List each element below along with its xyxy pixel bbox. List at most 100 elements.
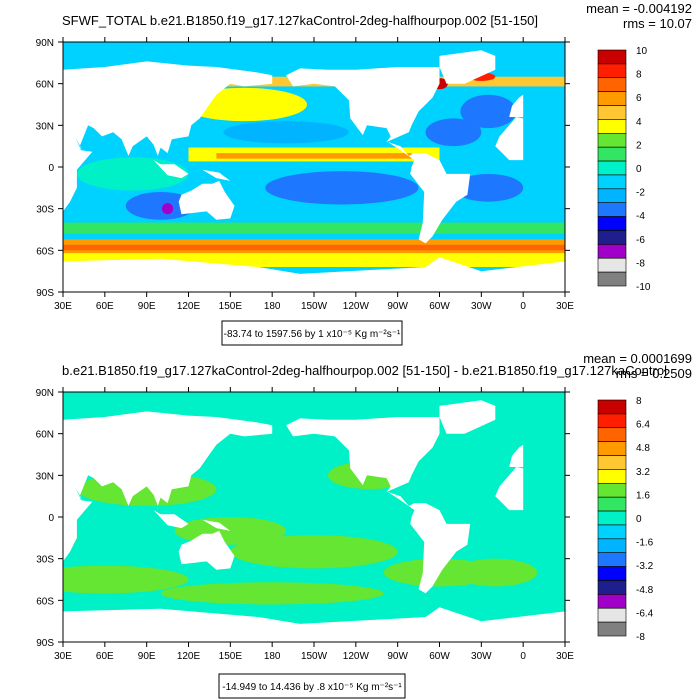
lat-tick-label: 60S	[36, 596, 54, 607]
panel1-info-box: -83.74 to 1597.56 by 1 x10⁻⁵ Kg m⁻²s⁻¹	[221, 320, 403, 346]
lat-tick-label: 30S	[36, 205, 54, 216]
panel1-info-label: -83.74 to 1597.56 by 1 x10⁻⁵ Kg m⁻²s⁻¹	[224, 329, 401, 340]
lat-tick-label: 30S	[36, 555, 54, 566]
panel2-axes: 30E 60E 90E 120E 150E 180 150W 120W 90W 60W 30W 0 30…	[36, 387, 574, 662]
colorbar-swatch	[597, 77, 627, 92]
colorbar-swatch	[597, 510, 627, 526]
lon-tick-label: 30E	[54, 651, 72, 662]
colorbar-swatch	[597, 132, 627, 148]
colorbar-swatch	[597, 399, 627, 415]
panel1-mean: mean = -0.004192	[586, 1, 692, 16]
lon-tick-label: 60E	[96, 301, 114, 312]
colorbar-label: -8	[636, 632, 645, 643]
colorbar-label: -4.8	[636, 585, 654, 596]
lon-tick-label: 0	[520, 651, 526, 662]
panel1-rms: rms = 10.07	[623, 16, 692, 31]
colorbar-swatch	[597, 594, 627, 609]
colorbar-label: 4	[636, 117, 642, 128]
colorbar-swatch	[597, 174, 627, 190]
colorbar-label: 2	[636, 140, 642, 151]
panel1-axes: 30E 60E 90E 120E 150E 180 150W 120W 90W 60W 30W 0 30…	[36, 37, 574, 312]
colorbar-label: 0	[636, 164, 642, 175]
colorbar-label: 3.2	[636, 467, 650, 478]
colorbar-swatch	[597, 119, 627, 134]
colorbar-label: 8	[636, 396, 642, 407]
colorbar-label: -8	[636, 258, 645, 269]
lon-tick-label: 90W	[387, 301, 408, 312]
lon-tick-label: 60E	[96, 651, 114, 662]
colorbar-swatch	[597, 524, 627, 540]
lat-tick-label: 90N	[36, 38, 54, 49]
colorbar-swatch	[597, 188, 627, 204]
colorbar-label: -1.6	[636, 538, 654, 549]
colorbar-label: -6.4	[636, 608, 654, 619]
lon-tick-label: 90E	[138, 301, 156, 312]
lon-tick-label: 120W	[343, 301, 370, 312]
lon-tick-label: 150W	[301, 651, 328, 662]
colorbar-swatch	[597, 413, 627, 429]
lon-tick-label: 180	[264, 301, 281, 312]
lat-tick-label: 90S	[36, 638, 54, 649]
lon-tick-label: 90W	[387, 651, 408, 662]
colorbar-swatch	[597, 441, 627, 456]
lon-tick-label: 30E	[556, 651, 574, 662]
colorbar-swatch	[597, 91, 627, 106]
colorbar-swatch	[597, 427, 627, 442]
colorbar-label: -3.2	[636, 561, 654, 572]
colorbar-swatch	[597, 496, 627, 512]
colorbar-swatch	[597, 202, 627, 217]
colorbar-swatch	[597, 455, 627, 470]
colorbar-swatch	[597, 552, 627, 567]
lon-tick-label: 150W	[301, 301, 328, 312]
lon-tick-label: 120E	[177, 651, 201, 662]
lon-tick-label: 120W	[343, 651, 370, 662]
lat-tick-label: 30N	[36, 121, 54, 132]
colorbar-swatch	[597, 160, 627, 176]
colorbar-label: -6	[636, 235, 645, 246]
lon-tick-label: 60W	[429, 301, 450, 312]
colorbar-swatch	[597, 230, 627, 245]
panel1-colorbar: 10 8 6 4 2 0 -2 -4 -6 -8 -10	[597, 46, 651, 293]
lat-tick-label: 0	[48, 163, 54, 174]
colorbar-label: 6	[636, 93, 642, 104]
panel2-colorbar: 8 6.4 4.8 3.2 1.6 0 -1.6 -3.2 -4.8 -6.4 -8	[597, 396, 654, 643]
lon-tick-label: 0	[520, 301, 526, 312]
colorbar-swatch	[597, 482, 627, 498]
colorbar-swatch	[597, 63, 627, 79]
lat-tick-label: 60N	[36, 430, 54, 441]
lon-tick-label: 30E	[556, 301, 574, 312]
colorbar-label: 6.4	[636, 420, 650, 431]
panel2-info-label: -14.949 to 14.436 by .8 x10⁻⁵ Kg m⁻²s⁻¹	[222, 682, 402, 693]
colorbar-swatch	[597, 580, 627, 595]
lat-tick-label: 60N	[36, 80, 54, 91]
lon-tick-label: 150E	[219, 651, 243, 662]
lon-tick-label: 120E	[177, 301, 201, 312]
colorbar-label: 4.8	[636, 443, 650, 454]
colorbar-swatch	[597, 216, 627, 231]
colorbar-label: 10	[636, 46, 648, 57]
panel2-rms: rms = 0.2509	[616, 366, 692, 381]
lon-tick-label: 30W	[471, 301, 492, 312]
colorbar-swatch	[597, 105, 627, 120]
colorbar-swatch	[597, 146, 627, 162]
lat-tick-label: 0	[48, 513, 54, 524]
lon-tick-label: 180	[264, 651, 281, 662]
colorbar-swatch	[597, 271, 627, 287]
lon-tick-label: 150E	[219, 301, 243, 312]
lat-tick-label: 90S	[36, 288, 54, 299]
colorbar-swatch	[597, 49, 627, 65]
panel2-info-box: -14.949 to 14.436 by .8 x10⁻⁵ Kg m⁻²s⁻¹	[218, 673, 406, 699]
panel1-map	[63, 42, 565, 292]
panel2-title: b.e21.B1850.f19_g17.127kaControl-2deg-ha…	[62, 363, 667, 378]
colorbar-label: 8	[636, 70, 642, 81]
colorbar-swatch	[597, 257, 627, 273]
lon-tick-label: 90E	[138, 651, 156, 662]
lon-tick-label: 60W	[429, 651, 450, 662]
lon-tick-label: 30W	[471, 651, 492, 662]
colorbar-swatch	[597, 607, 627, 623]
colorbar-swatch	[597, 469, 627, 484]
colorbar-label: -2	[636, 188, 645, 199]
lat-tick-label: 90N	[36, 388, 54, 399]
colorbar-swatch	[597, 566, 627, 581]
